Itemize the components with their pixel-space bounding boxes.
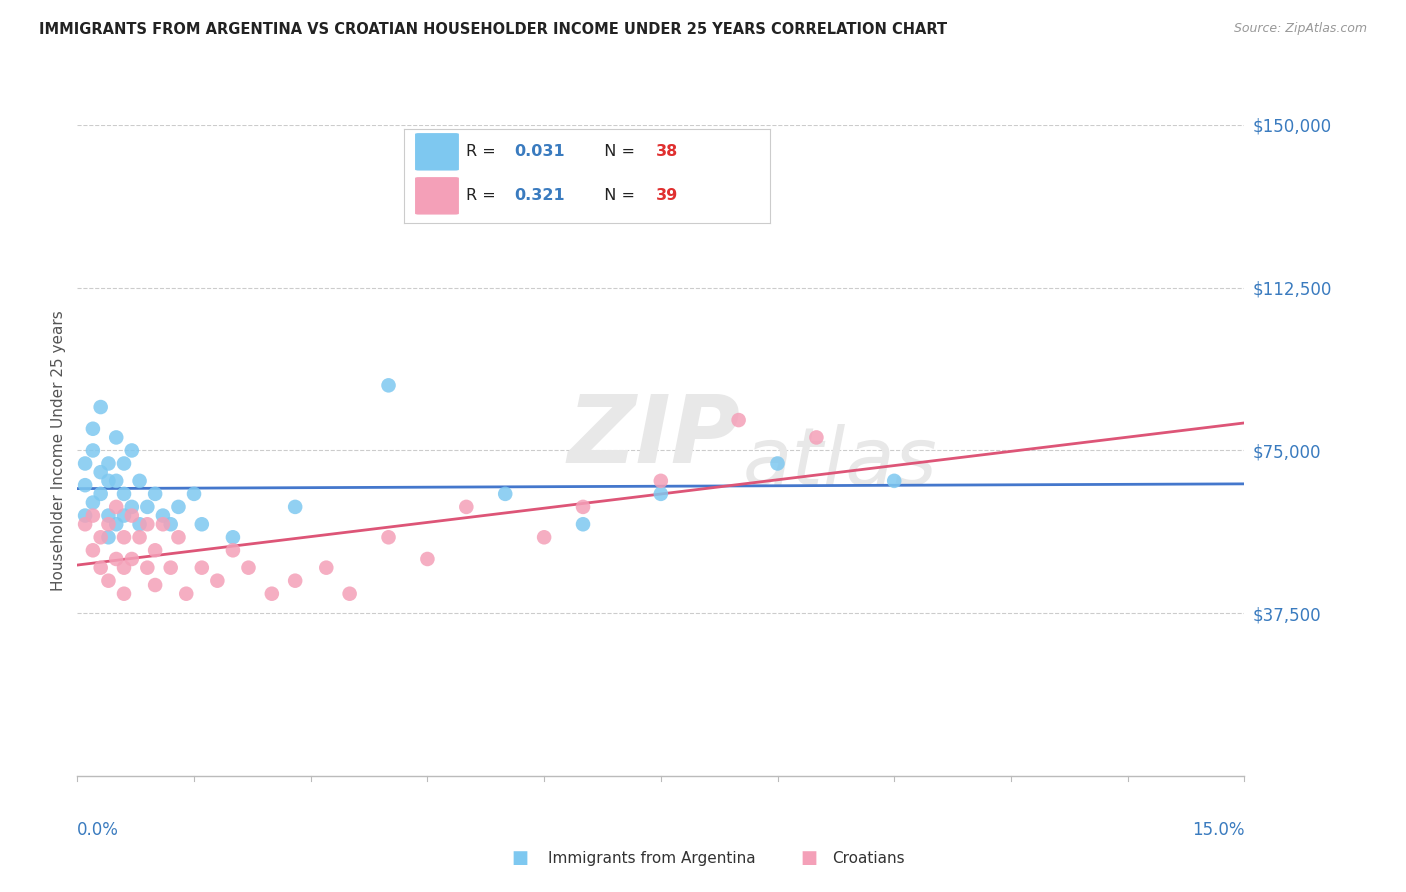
Text: R =: R = — [467, 188, 501, 203]
Point — [152, 508, 174, 523]
Point — [105, 552, 128, 566]
Point — [377, 378, 399, 392]
Point — [112, 487, 135, 501]
Text: 15.0%: 15.0% — [1192, 821, 1244, 838]
Point — [121, 443, 143, 458]
FancyBboxPatch shape — [415, 178, 458, 215]
Point — [284, 574, 307, 588]
Point — [75, 478, 97, 492]
Point — [97, 574, 120, 588]
Point — [174, 587, 197, 601]
Point — [377, 530, 399, 544]
Point — [112, 530, 135, 544]
Point — [159, 560, 181, 574]
Point — [75, 457, 97, 471]
Point — [284, 500, 307, 514]
Point — [143, 543, 166, 558]
Text: ZIP: ZIP — [568, 392, 741, 483]
Point — [112, 560, 135, 574]
Point — [456, 500, 478, 514]
Point — [105, 474, 128, 488]
Point — [128, 517, 150, 532]
Text: R =: R = — [467, 145, 501, 160]
Point — [191, 517, 214, 532]
Point — [112, 457, 135, 471]
Point — [183, 487, 205, 501]
Point — [97, 457, 120, 471]
Text: N =: N = — [595, 188, 640, 203]
Point — [97, 530, 120, 544]
Point — [238, 560, 260, 574]
Point — [97, 508, 120, 523]
Point — [105, 517, 128, 532]
Text: Source: ZipAtlas.com: Source: ZipAtlas.com — [1233, 22, 1367, 36]
Point — [143, 487, 166, 501]
Text: 0.321: 0.321 — [513, 188, 564, 203]
Point — [207, 574, 229, 588]
Point — [572, 500, 595, 514]
Point — [105, 500, 128, 514]
Y-axis label: Householder Income Under 25 years: Householder Income Under 25 years — [51, 310, 66, 591]
Point — [650, 487, 672, 501]
FancyBboxPatch shape — [415, 133, 458, 170]
Point — [75, 508, 97, 523]
Point — [136, 560, 159, 574]
Text: N =: N = — [595, 145, 640, 160]
Point — [883, 474, 905, 488]
Point — [191, 560, 214, 574]
Point — [121, 500, 143, 514]
Point — [97, 474, 120, 488]
Text: ■: ■ — [800, 849, 817, 867]
Point — [128, 530, 150, 544]
Point — [159, 517, 181, 532]
Point — [136, 517, 159, 532]
Point — [339, 587, 361, 601]
Point — [82, 443, 104, 458]
Point — [494, 487, 516, 501]
Point — [806, 430, 828, 444]
Point — [136, 500, 159, 514]
Point — [121, 552, 143, 566]
Point — [82, 495, 104, 509]
Point — [572, 517, 595, 532]
Point — [82, 508, 104, 523]
Point — [82, 543, 104, 558]
Text: Immigrants from Argentina: Immigrants from Argentina — [548, 851, 756, 865]
Text: 38: 38 — [657, 145, 679, 160]
Text: ■: ■ — [512, 849, 529, 867]
Point — [112, 587, 135, 601]
Point — [90, 465, 112, 479]
Point — [90, 487, 112, 501]
Point — [533, 530, 555, 544]
Text: Croatians: Croatians — [832, 851, 905, 865]
Point — [650, 474, 672, 488]
Point — [167, 530, 190, 544]
Point — [152, 517, 174, 532]
Point — [416, 552, 439, 566]
Point — [112, 508, 135, 523]
Point — [143, 578, 166, 592]
Text: 39: 39 — [657, 188, 679, 203]
Text: 0.031: 0.031 — [513, 145, 564, 160]
Point — [90, 530, 112, 544]
Point — [97, 517, 120, 532]
Point — [222, 530, 245, 544]
Text: IMMIGRANTS FROM ARGENTINA VS CROATIAN HOUSEHOLDER INCOME UNDER 25 YEARS CORRELAT: IMMIGRANTS FROM ARGENTINA VS CROATIAN HO… — [39, 22, 948, 37]
Point — [260, 587, 283, 601]
Point — [128, 474, 150, 488]
Text: 0.0%: 0.0% — [77, 821, 120, 838]
Point — [121, 508, 143, 523]
Point — [90, 560, 112, 574]
Point — [75, 517, 97, 532]
Point — [167, 500, 190, 514]
Point — [82, 422, 104, 436]
Point — [222, 543, 245, 558]
Point — [90, 400, 112, 414]
Point — [766, 457, 789, 471]
Point — [727, 413, 749, 427]
Point — [105, 430, 128, 444]
Text: atlas: atlas — [742, 425, 938, 502]
Point — [315, 560, 337, 574]
